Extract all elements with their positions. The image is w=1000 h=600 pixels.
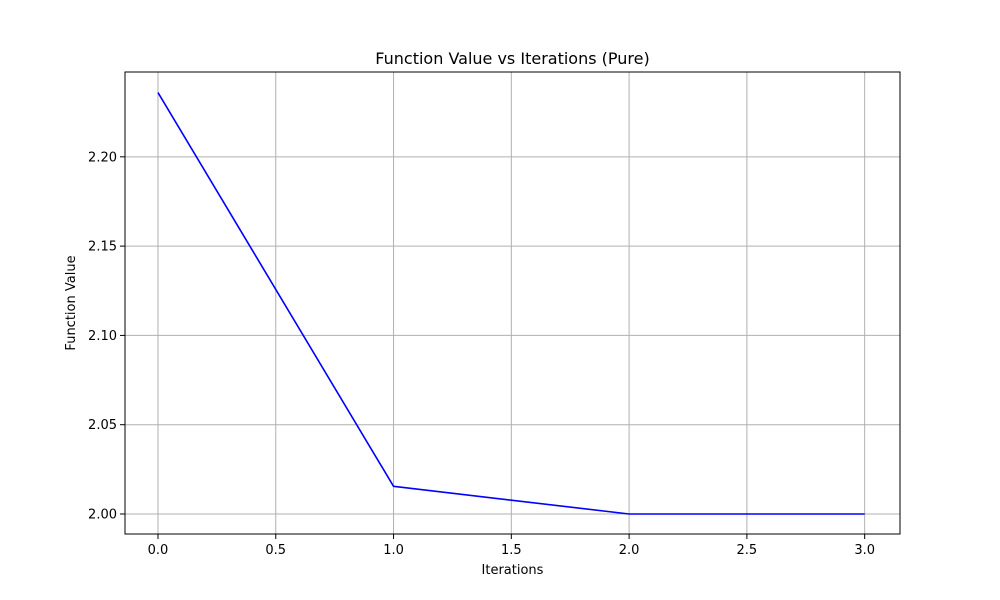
grid xyxy=(125,72,900,534)
y-axis: 2.00 2.05 2.10 2.15 2.20 xyxy=(88,150,125,522)
chart-title: Function Value vs Iterations (Pure) xyxy=(375,49,649,68)
x-tick-label: 2.5 xyxy=(737,543,758,558)
x-axis-label: Iterations xyxy=(482,563,544,578)
series-line xyxy=(157,92,865,515)
series-layer xyxy=(157,92,865,515)
x-tick-label: 0.0 xyxy=(148,543,169,558)
y-tick-label: 2.05 xyxy=(88,418,117,433)
x-tick-label: 1.0 xyxy=(383,543,404,558)
y-tick-label: 2.15 xyxy=(88,240,117,255)
y-tick-label: 2.00 xyxy=(88,507,117,522)
x-axis: 0.0 0.5 1.0 1.5 2.0 2.5 3.0 xyxy=(148,534,875,558)
y-tick-label: 2.10 xyxy=(88,329,117,344)
plot-frame xyxy=(124,71,901,535)
x-tick-label: 2.0 xyxy=(619,543,640,558)
y-tick-label: 2.20 xyxy=(88,150,117,165)
x-tick-label: 0.5 xyxy=(265,543,286,558)
y-axis-label: Function Value xyxy=(64,255,79,350)
x-tick-label: 1.5 xyxy=(501,543,522,558)
x-tick-label: 3.0 xyxy=(854,543,875,558)
